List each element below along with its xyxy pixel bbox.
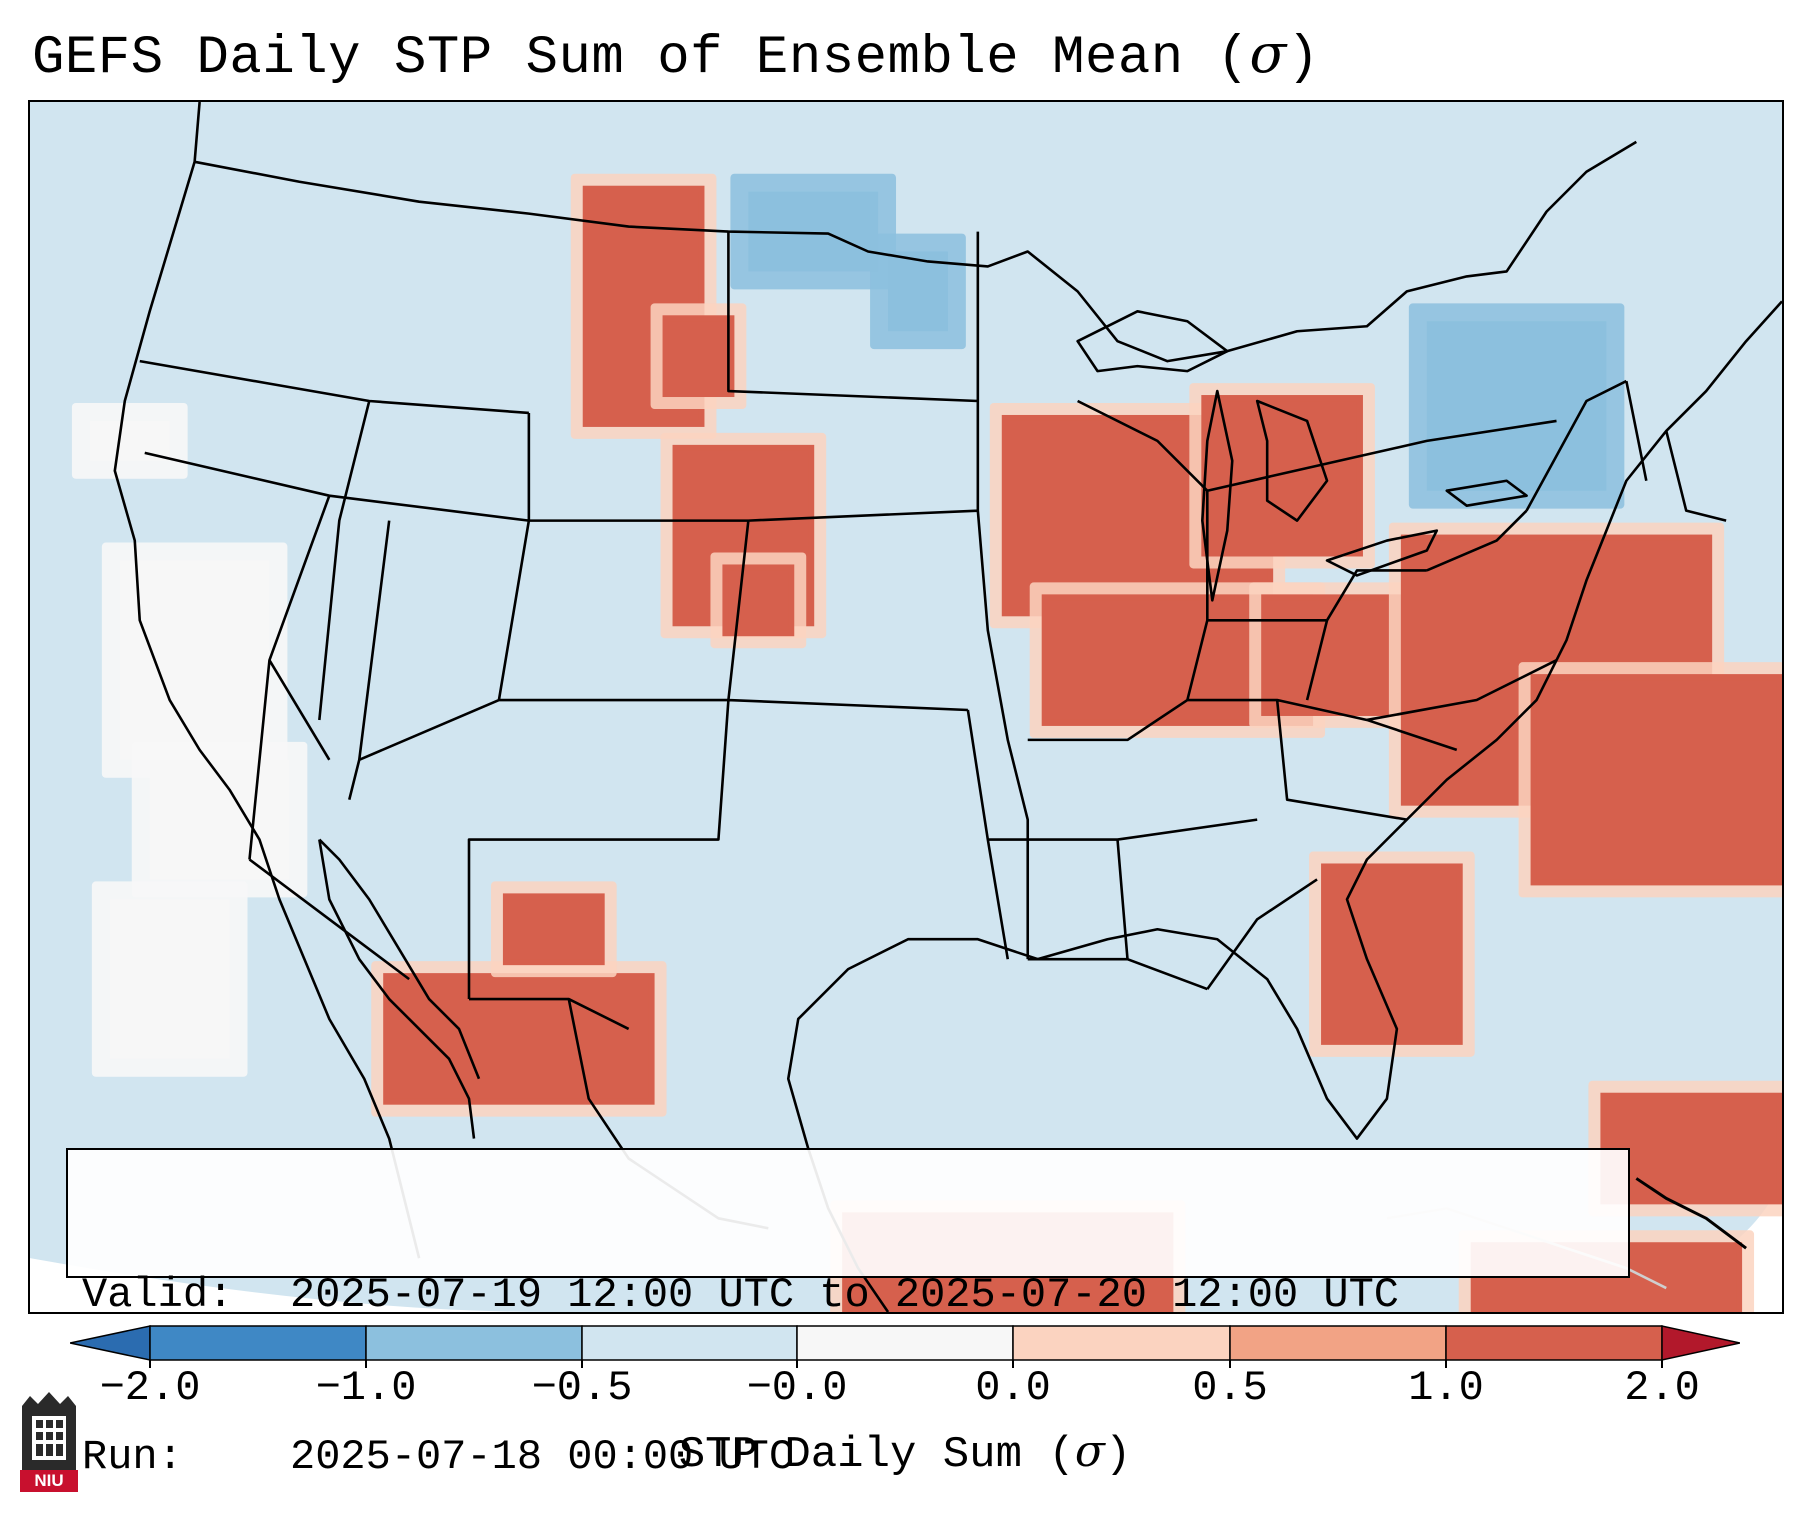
anomaly-core-pacific_coast-0 bbox=[89, 420, 170, 461]
anomaly-core-northern_rockies-1 bbox=[668, 321, 729, 392]
pacific-coastline bbox=[113, 102, 421, 1259]
colorbar-tick-5: 0.5 bbox=[1192, 1364, 1268, 1412]
chart-title-close: ) bbox=[1286, 28, 1320, 89]
chart-title-sigma: σ bbox=[1249, 22, 1287, 85]
colorbar-bin-bin_1_2 bbox=[1445, 1325, 1663, 1361]
colorbar-bin-bin_-1_-0.5 bbox=[365, 1325, 583, 1361]
colorbar-tick-2: −0.5 bbox=[531, 1364, 633, 1412]
anomaly-core-northern_mexico-1 bbox=[508, 899, 599, 960]
anomaly-core-great_lakes_michigan-0 bbox=[1207, 401, 1357, 551]
anomaly-core-pacific_coast-3 bbox=[109, 899, 230, 1059]
colorbar-bin-under bbox=[70, 1325, 151, 1361]
colorbar-label: STP Daily Sum (σ) bbox=[679, 1424, 1132, 1483]
colorbar-label-close: ) bbox=[1104, 1430, 1132, 1480]
lake-ontario bbox=[1445, 479, 1528, 507]
lake-huron bbox=[1255, 399, 1329, 522]
colorbar-tick-4: 0.0 bbox=[975, 1364, 1051, 1412]
anomaly-core-bahamas_cuba-0 bbox=[1606, 1098, 1777, 1199]
gulf-coastline bbox=[786, 300, 1782, 1149]
chart-title-main: GEFS Daily STP Sum of Ensemble Mean ( bbox=[32, 28, 1250, 89]
anomaly-core-florida_peninsula-0 bbox=[1327, 869, 1457, 1039]
colorbar bbox=[70, 1325, 1740, 1368]
colorbar-bin-bin_-0.5_0 bbox=[581, 1325, 798, 1361]
anomaly-core-north_dakota-0 bbox=[888, 251, 948, 332]
colorbar-bin-bin_0.5_1 bbox=[1229, 1325, 1447, 1361]
map-canvas bbox=[30, 102, 1782, 1312]
colorbar-bin-bin_0_0 bbox=[796, 1325, 1014, 1361]
valid-row: Valid: 2025-07-19 12:00 UTC to 2025-07-20… bbox=[82, 1268, 1614, 1322]
baja-coastline bbox=[318, 838, 481, 1139]
colorbar-bins bbox=[70, 1325, 1740, 1368]
lake-michigan bbox=[1201, 389, 1234, 602]
niu-logo-icon bbox=[22, 1392, 76, 1472]
bahamas-outline bbox=[1635, 1177, 1747, 1250]
chart-title: GEFS Daily STP Sum of Ensemble Mean (σ) bbox=[32, 22, 1320, 91]
anomaly-core-southeast_offshore-0 bbox=[1536, 680, 1777, 880]
colorbar-bin-bin_0_0.5 bbox=[1012, 1325, 1231, 1361]
colorbar-tick-3: −0.0 bbox=[746, 1364, 848, 1412]
anomaly-core-pacific_coast-1 bbox=[119, 560, 270, 760]
map-panel[interactable] bbox=[28, 100, 1784, 1314]
colorbar-bin-bin_-2_-1 bbox=[149, 1325, 367, 1361]
lake-superior bbox=[1076, 310, 1229, 373]
colorbar-tick-7: 2.0 bbox=[1624, 1364, 1700, 1412]
colorbar-tick-0: −2.0 bbox=[99, 1364, 201, 1412]
colorbar-label-main: STP Daily Sum ( bbox=[678, 1430, 1075, 1480]
colorbar-tick-6: 1.0 bbox=[1408, 1364, 1484, 1412]
run-label: Run: bbox=[82, 1433, 183, 1481]
colorbar-tick-1: −1.0 bbox=[315, 1364, 417, 1412]
niu-logo-text: NIU bbox=[20, 1470, 78, 1492]
run-value: 2025-07-18 00:00 UTC bbox=[290, 1433, 795, 1481]
valid-label: Valid: bbox=[82, 1271, 234, 1319]
colorbar-label-sigma: σ bbox=[1074, 1426, 1105, 1477]
colorbar-bin-over bbox=[1661, 1325, 1740, 1361]
anomaly-core-new_england-0 bbox=[1426, 321, 1607, 491]
valid-run-info-box: Valid: 2025-07-19 12:00 UTC to 2025-07-20… bbox=[66, 1148, 1630, 1481]
valid-value: 2025-07-19 12:00 UTC to 2025-07-20 12:00… bbox=[290, 1271, 1399, 1319]
lake-erie bbox=[1325, 529, 1439, 577]
canada-border bbox=[194, 140, 1637, 363]
run-row: Run: 2025-07-18 00:00 UTC bbox=[82, 1430, 1614, 1484]
projection-corner-bl bbox=[30, 1258, 549, 1312]
